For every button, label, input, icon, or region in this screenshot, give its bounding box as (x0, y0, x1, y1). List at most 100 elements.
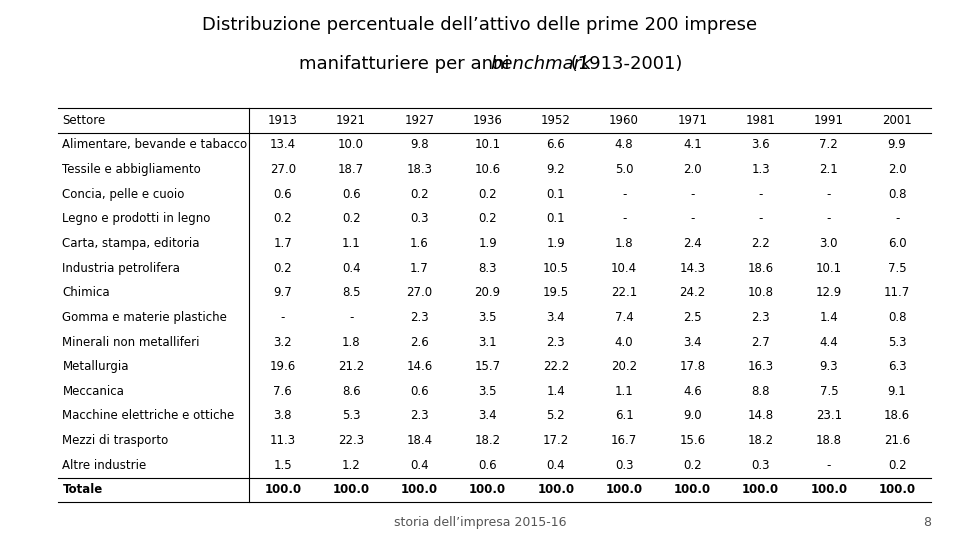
Text: 100.0: 100.0 (810, 483, 848, 496)
Text: 5.3: 5.3 (342, 409, 360, 422)
Text: 11.3: 11.3 (270, 434, 296, 447)
Text: 9.0: 9.0 (683, 409, 702, 422)
Text: 2.5: 2.5 (683, 311, 702, 324)
Text: -: - (622, 212, 626, 225)
Text: Settore: Settore (62, 114, 106, 127)
Text: 1.4: 1.4 (546, 385, 565, 398)
Text: 0.4: 0.4 (546, 459, 565, 472)
Text: 3.4: 3.4 (478, 409, 497, 422)
Text: 15.7: 15.7 (474, 360, 500, 373)
Text: 1.5: 1.5 (274, 459, 292, 472)
Text: 1936: 1936 (472, 114, 502, 127)
Text: 1921: 1921 (336, 114, 366, 127)
Text: 18.4: 18.4 (406, 434, 432, 447)
Text: Chimica: Chimica (62, 286, 110, 299)
Text: Metallurgia: Metallurgia (62, 360, 129, 373)
Text: 4.6: 4.6 (683, 385, 702, 398)
Text: 4.8: 4.8 (614, 138, 634, 151)
Text: 10.1: 10.1 (474, 138, 500, 151)
Text: 22.2: 22.2 (542, 360, 569, 373)
Text: Altre industrie: Altre industrie (62, 459, 147, 472)
Text: 1952: 1952 (540, 114, 571, 127)
Text: 0.6: 0.6 (478, 459, 497, 472)
Text: 17.2: 17.2 (542, 434, 569, 447)
Text: 9.7: 9.7 (274, 286, 292, 299)
Text: -: - (758, 212, 763, 225)
Text: Carta, stampa, editoria: Carta, stampa, editoria (62, 237, 200, 250)
Text: 7.5: 7.5 (820, 385, 838, 398)
Text: Gomma e materie plastiche: Gomma e materie plastiche (62, 311, 228, 324)
Text: 1.8: 1.8 (342, 335, 360, 348)
Text: 10.1: 10.1 (816, 262, 842, 275)
Text: 2.3: 2.3 (410, 311, 428, 324)
Text: storia dell’impresa 2015-16: storia dell’impresa 2015-16 (394, 516, 566, 529)
Text: 11.7: 11.7 (884, 286, 910, 299)
Text: 100.0: 100.0 (264, 483, 301, 496)
Text: 7.6: 7.6 (274, 385, 292, 398)
Text: -: - (690, 212, 694, 225)
Text: 3.2: 3.2 (274, 335, 292, 348)
Text: 3.1: 3.1 (478, 335, 497, 348)
Text: 16.7: 16.7 (611, 434, 637, 447)
Text: 19.6: 19.6 (270, 360, 296, 373)
Text: 100.0: 100.0 (674, 483, 711, 496)
Text: 0.1: 0.1 (546, 212, 565, 225)
Text: 9.1: 9.1 (888, 385, 906, 398)
Text: 1.1: 1.1 (342, 237, 360, 250)
Text: 2.4: 2.4 (683, 237, 702, 250)
Text: 22.1: 22.1 (611, 286, 637, 299)
Text: 0.2: 0.2 (342, 212, 360, 225)
Text: 100.0: 100.0 (538, 483, 574, 496)
Text: 20.9: 20.9 (474, 286, 500, 299)
Text: Concia, pelle e cuoio: Concia, pelle e cuoio (62, 188, 184, 201)
Text: 2.3: 2.3 (410, 409, 428, 422)
Text: 3.0: 3.0 (820, 237, 838, 250)
Text: 14.3: 14.3 (680, 262, 706, 275)
Text: 0.2: 0.2 (888, 459, 906, 472)
Text: 6.0: 6.0 (888, 237, 906, 250)
Text: 10.8: 10.8 (748, 286, 774, 299)
Text: Meccanica: Meccanica (62, 385, 124, 398)
Text: 27.0: 27.0 (270, 163, 296, 176)
Text: 9.8: 9.8 (410, 138, 428, 151)
Text: 100.0: 100.0 (742, 483, 780, 496)
Text: 18.2: 18.2 (748, 434, 774, 447)
Text: Totale: Totale (62, 483, 103, 496)
Text: 3.8: 3.8 (274, 409, 292, 422)
Text: 1981: 1981 (746, 114, 776, 127)
Text: 2.2: 2.2 (751, 237, 770, 250)
Text: 4.1: 4.1 (683, 138, 702, 151)
Text: 21.6: 21.6 (884, 434, 910, 447)
Text: 1.2: 1.2 (342, 459, 360, 472)
Text: 0.3: 0.3 (614, 459, 634, 472)
Text: 1.9: 1.9 (478, 237, 497, 250)
Text: 8.3: 8.3 (478, 262, 497, 275)
Text: 1.3: 1.3 (752, 163, 770, 176)
Text: 0.3: 0.3 (410, 212, 428, 225)
Text: 0.2: 0.2 (478, 188, 497, 201)
Text: 1927: 1927 (404, 114, 434, 127)
Text: 1.8: 1.8 (614, 237, 634, 250)
Text: 8: 8 (924, 516, 931, 529)
Text: 9.3: 9.3 (820, 360, 838, 373)
Text: 17.8: 17.8 (680, 360, 706, 373)
Text: 3.4: 3.4 (546, 311, 565, 324)
Text: Macchine elettriche e ottiche: Macchine elettriche e ottiche (62, 409, 234, 422)
Text: 0.2: 0.2 (683, 459, 702, 472)
Text: 0.2: 0.2 (410, 188, 428, 201)
Text: 5.0: 5.0 (614, 163, 634, 176)
Text: -: - (827, 188, 831, 201)
Text: 2.6: 2.6 (410, 335, 429, 348)
Text: 8.5: 8.5 (342, 286, 360, 299)
Text: 10.6: 10.6 (474, 163, 500, 176)
Text: 21.2: 21.2 (338, 360, 364, 373)
Text: 0.6: 0.6 (342, 188, 360, 201)
Text: 4.0: 4.0 (614, 335, 634, 348)
Text: 10.0: 10.0 (338, 138, 364, 151)
Text: 0.4: 0.4 (342, 262, 360, 275)
Text: 2.3: 2.3 (752, 311, 770, 324)
Text: 8.8: 8.8 (752, 385, 770, 398)
Text: manifatturiere per anni: manifatturiere per anni (299, 55, 516, 73)
Text: 2.0: 2.0 (888, 163, 906, 176)
Text: 1991: 1991 (814, 114, 844, 127)
